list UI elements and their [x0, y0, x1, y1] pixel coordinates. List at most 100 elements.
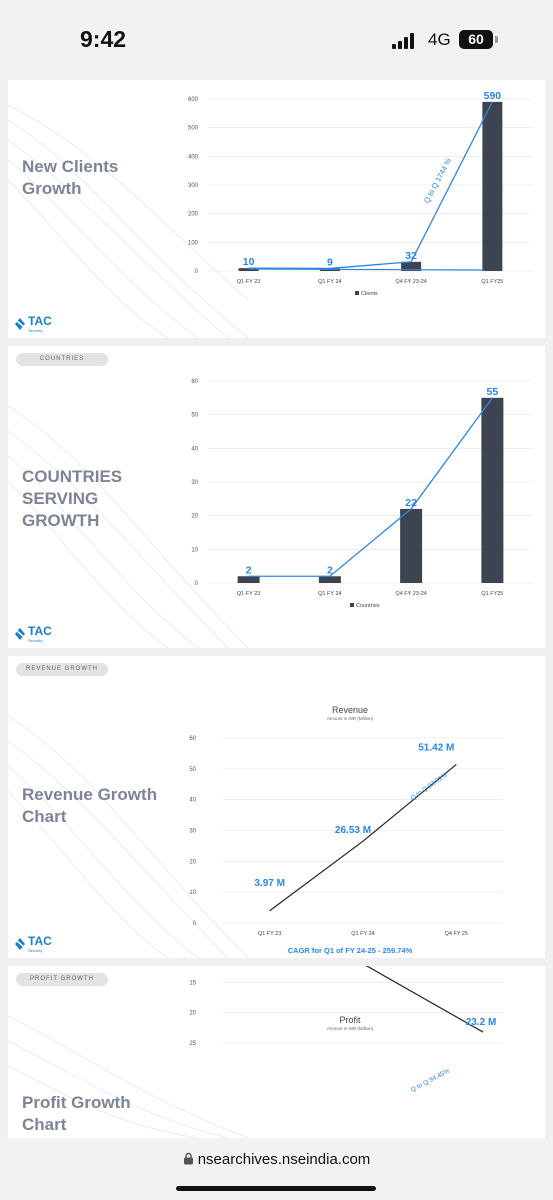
data-label: 9	[327, 256, 333, 268]
bar	[237, 576, 260, 583]
x-tick-label: Q1 FY 24	[351, 931, 374, 937]
svg-text:Security: Security	[28, 328, 42, 333]
data-label: 3.97 M	[254, 878, 285, 889]
x-tick-label: Q4 FY 25	[445, 931, 468, 937]
battery-tip	[495, 36, 498, 43]
chart-title: Profit	[339, 1015, 361, 1025]
svg-text:TAC: TAC	[28, 624, 52, 638]
url-text: nsearchives.nseindia.com	[197, 1151, 371, 1168]
slide-revenue: REVENUE GROWTH Revenue Growth Chart TAC …	[8, 656, 545, 958]
company-logo: TAC Security	[15, 934, 52, 953]
trend-line	[248, 101, 493, 270]
legend-label: Countries	[356, 603, 380, 609]
clients-chart: 0 100 200 300 400 500 600 Q1 FY 23 10 Q1 FY 24 9 Q4…	[188, 90, 533, 297]
slide-title: Revenue Growth Chart	[22, 785, 158, 826]
y-tick-label: 50	[189, 767, 196, 773]
trend-line	[248, 397, 493, 577]
company-logo: TAC Security	[15, 624, 52, 643]
battery-icon: 60	[459, 30, 493, 49]
growth-annotation: Q to Q 93.81%	[410, 771, 449, 802]
y-tick-label: 500	[188, 126, 199, 132]
slide-title: COUNTRIES SERVING GROWTH	[22, 467, 123, 530]
browser-url-bar[interactable]: nsearchives.nseindia.com	[0, 1138, 553, 1200]
y-tick-label: 30	[189, 829, 196, 835]
y-tick-label: 0	[193, 921, 197, 927]
slide-title: New Clients Growth	[22, 157, 119, 198]
section-label: COUNTRIES	[16, 353, 108, 366]
data-label: 51.42 M	[418, 742, 454, 753]
y-tick-label: 60	[189, 736, 196, 742]
network-type: 4G	[428, 30, 451, 49]
data-label: 22	[405, 497, 417, 509]
y-tick-label: 25	[189, 1041, 196, 1047]
y-tick-label: 30	[191, 480, 198, 486]
legend-swatch	[350, 603, 354, 607]
data-label: 10	[243, 256, 255, 268]
bar	[482, 101, 503, 271]
slide-profit: PROFIT GROWTH Profit Growth Chart Profit…	[8, 966, 545, 1138]
y-tick-label: 400	[188, 154, 199, 160]
data-label: 26.53 M	[335, 825, 371, 836]
slide-countries: COUNTRIES COUNTRIES SERVING GROWTH TAC S…	[8, 346, 545, 648]
chart-subtitle: Amount in INR (Million)	[327, 1026, 374, 1031]
chart-title: Revenue	[332, 705, 368, 715]
bar	[318, 576, 341, 583]
section-label: REVENUE GROWTH	[16, 663, 108, 676]
x-tick-label: Q1 FY 24	[318, 591, 341, 597]
data-label: 32	[405, 250, 417, 262]
revenue-line	[269, 763, 457, 912]
x-tick-label: Q1 FY 23	[258, 931, 281, 937]
svg-text:Security: Security	[28, 948, 42, 953]
x-tick-label: Q4 FY 23-24	[395, 279, 426, 285]
svg-text:Security: Security	[28, 638, 42, 643]
y-tick-label: 200	[188, 212, 199, 218]
x-tick-label: Q1 FY 23	[237, 279, 260, 285]
company-logo: TAC Security	[15, 314, 52, 333]
y-tick-label: 0	[195, 581, 199, 587]
x-tick-label: Q1 FY 23	[237, 591, 260, 597]
cagr-footnote: CAGR for Q1 of FY 24-25 - 259.74%	[288, 946, 413, 955]
baseline-line	[248, 268, 485, 271]
y-tick-label: 15	[189, 980, 196, 986]
y-tick-label: 60	[191, 379, 198, 385]
signal-icon	[392, 33, 418, 49]
y-tick-label: 40	[191, 446, 198, 452]
clock: 9:42	[80, 26, 127, 52]
url-field[interactable]: nsearchives.nseindia.com	[0, 1151, 553, 1168]
bar	[400, 508, 423, 583]
growth-annotation: Q to Q 1744 %	[422, 156, 453, 204]
y-tick-label: 300	[188, 183, 199, 189]
y-tick-label: 20	[191, 514, 198, 520]
section-label: PROFIT GROWTH	[16, 973, 108, 986]
y-tick-label: 20	[189, 859, 196, 865]
data-label: 590	[484, 90, 502, 102]
chart-subtitle: Amount in INR (Million)	[327, 716, 374, 721]
data-label: 55	[487, 386, 499, 398]
y-tick-label: 40	[189, 798, 196, 804]
legend-swatch	[355, 291, 359, 295]
bar	[401, 261, 422, 271]
y-tick-label: 10	[189, 890, 196, 896]
status-bar: 9:42 4G 60	[0, 0, 553, 78]
y-tick-label: 600	[188, 97, 199, 103]
data-label: 2	[327, 564, 333, 576]
x-tick-label: Q1 FY 24	[318, 279, 341, 285]
y-tick-label: 0	[195, 269, 199, 275]
slide-clients: New Clients Growth TAC Security 0 100 200 3…	[8, 80, 545, 338]
x-tick-label: Q1 FY25	[481, 591, 503, 597]
y-tick-label: 20	[189, 1011, 196, 1017]
growth-annotation: Q to Q 94.45%	[410, 1067, 451, 1093]
home-indicator[interactable]	[176, 1186, 376, 1191]
profit-line	[365, 966, 484, 1033]
data-label: 2	[246, 564, 252, 576]
x-tick-label: Q1 FY25	[481, 279, 503, 285]
slide-title: Profit Growth Chart	[22, 1093, 131, 1134]
x-tick-label: Q4 FY 23-24	[395, 591, 426, 597]
y-tick-label: 10	[191, 547, 198, 553]
countries-chart: 0 10 20 30 40 50 60 Q1 FY 23 2 Q1 FY 24 2 Q4 FY 23-…	[191, 379, 533, 609]
y-tick-label: 100	[188, 240, 199, 246]
bar	[481, 397, 504, 583]
svg-text:TAC: TAC	[28, 934, 52, 948]
